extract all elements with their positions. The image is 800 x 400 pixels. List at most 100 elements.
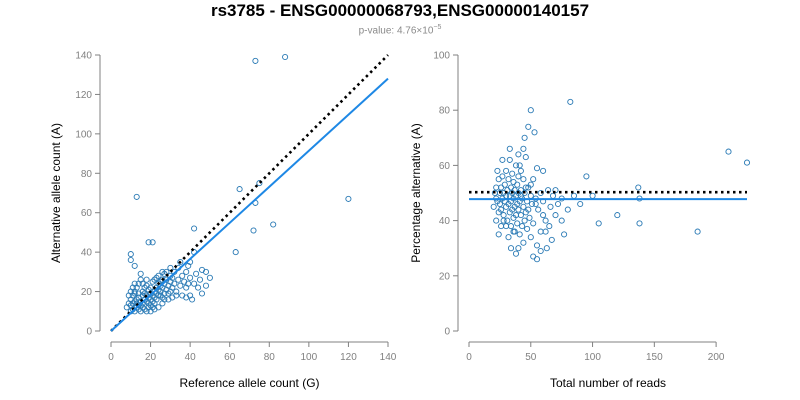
data-point [496,189,503,197]
data-point [500,217,507,224]
data-point [139,288,146,295]
data-point [577,200,584,208]
chart-title: rs3785 - ENSG00000068793,ENSG00000140157 [210,1,590,20]
data-point [151,276,158,283]
data-point [522,154,529,161]
data-point [505,176,512,183]
data-point [543,245,550,252]
reference-line [110,54,389,332]
data-point [157,292,164,299]
data-point [179,272,186,279]
data-point [493,217,500,224]
data-point [153,274,160,281]
data-point [193,270,200,277]
data-point [198,266,206,273]
data-point [530,176,537,183]
y-tick-label: 60 [439,161,451,172]
data-point [498,184,505,191]
data-point [498,206,505,213]
data-point [183,268,190,275]
data-point [694,228,701,235]
data-point [256,180,263,187]
data-point [517,167,524,174]
data-point [236,186,243,193]
data-point [522,184,529,191]
data-point [528,200,536,208]
data-point [515,151,522,158]
x-tick-label: 80 [264,352,276,363]
data-point [503,223,510,230]
data-point [526,214,533,221]
y-axis-title: Percentage alternative (A) [409,123,423,262]
data-point [537,228,544,235]
data-point [159,268,166,275]
y-tick-label: 120 [75,90,92,101]
data-point [133,300,140,307]
data-point [493,184,500,191]
data-point [520,203,527,210]
x-axis-title: Reference allele count (G) [179,376,319,390]
y-tick-label: 100 [75,129,92,140]
data-point [614,212,621,219]
x-tick-label: 150 [646,352,663,363]
data-point [232,249,239,256]
y-tick-label: 60 [81,208,93,219]
data-point [525,123,532,130]
data-point [530,220,537,227]
percentage-alternative-scatter-panel: 0 50 100 150 200 0 20 40 60 80 100 Total number of … [409,51,751,390]
data-point [161,296,168,303]
data-point [191,280,198,287]
y-tick-label: 0 [86,327,92,338]
data-point [206,274,213,281]
data-point [171,280,178,287]
data-point [548,236,555,243]
data-point [123,304,130,311]
data-point [143,276,150,283]
data-point [135,302,142,309]
data-point [527,181,534,188]
x-tick-label: 50 [525,352,537,363]
x-tick-label: 40 [185,352,197,363]
data-point [514,181,521,188]
data-point [525,206,532,213]
data-point [524,225,531,232]
data-point [496,200,503,208]
data-point [503,167,510,174]
data-point [558,217,565,224]
data-point [547,203,554,210]
data-point [516,231,523,238]
data-point [145,239,152,246]
x-tick-label: 0 [466,352,472,363]
data-point [533,242,541,249]
data-point [537,247,544,255]
data-point [196,276,204,283]
data-point [500,212,507,219]
x-tick-label: 20 [145,352,157,363]
x-tick-label: 120 [340,352,357,363]
data-point [506,156,513,163]
data-point [155,272,162,279]
data-point [520,145,527,152]
data-point [252,57,259,64]
data-point [516,162,523,169]
data-point [521,134,528,141]
data-point [589,192,596,199]
y-tick-label: 100 [433,51,450,62]
data-point [187,274,194,281]
data-point [149,239,156,246]
data-point [570,192,578,199]
data-point [510,228,517,235]
data-point [501,181,508,188]
data-point [490,203,497,210]
data-point [499,173,506,180]
data-point [549,192,557,199]
data-point [517,212,524,219]
data-point [191,225,198,232]
data-point [546,223,553,230]
data-point [505,234,512,241]
data-point [527,192,534,199]
data-point [345,195,352,202]
y-tick-label: 140 [75,51,92,62]
data-point [583,173,590,180]
